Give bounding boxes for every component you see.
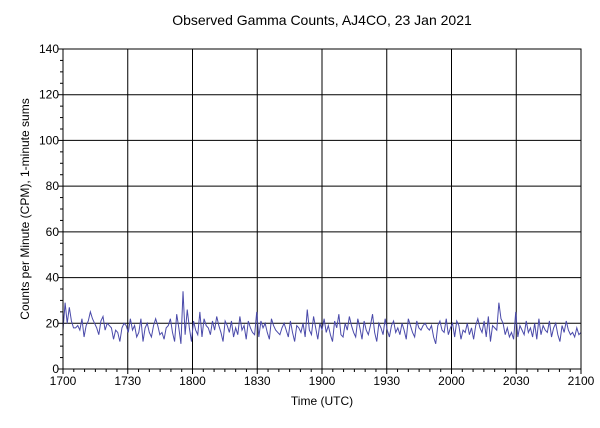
y-axis-title: Counts per Minute (CPM), 1-minute sums — [18, 98, 32, 319]
y-tick-label: 80 — [46, 179, 60, 193]
y-tick-label: 140 — [39, 42, 59, 56]
ticks — [58, 48, 582, 374]
x-tick-label: 1700 — [50, 374, 77, 388]
y-tick-label: 40 — [46, 271, 60, 285]
y-tick-label: 20 — [46, 316, 60, 330]
y-tick-label: 100 — [39, 133, 59, 147]
x-axis-title: Time (UTC) — [291, 394, 353, 408]
x-tick-label: 1830 — [244, 374, 271, 388]
x-tick-label: 1900 — [309, 374, 336, 388]
x-tick-label: 2030 — [503, 374, 530, 388]
series-line — [62, 291, 582, 345]
grid — [63, 49, 581, 369]
series — [62, 291, 582, 345]
x-tick-label: 1800 — [179, 374, 206, 388]
y-tick-labels: 0 20 40 60 80 100 120 140 — [39, 42, 59, 376]
x-tick-labels: 1700 1730 1800 1830 1900 1930 2000 2030 2100 — [50, 374, 595, 388]
x-tick-label: 1730 — [114, 374, 141, 388]
x-tick-label: 2100 — [568, 374, 595, 388]
y-tick-label: 0 — [52, 362, 59, 376]
y-tick-label: 120 — [39, 88, 59, 102]
x-tick-label: 2000 — [438, 374, 465, 388]
y-tick-label: 60 — [46, 225, 60, 239]
x-tick-label: 1930 — [373, 374, 400, 388]
chart-title: Observed Gamma Counts, AJ4CO, 23 Jan 202… — [172, 12, 472, 28]
